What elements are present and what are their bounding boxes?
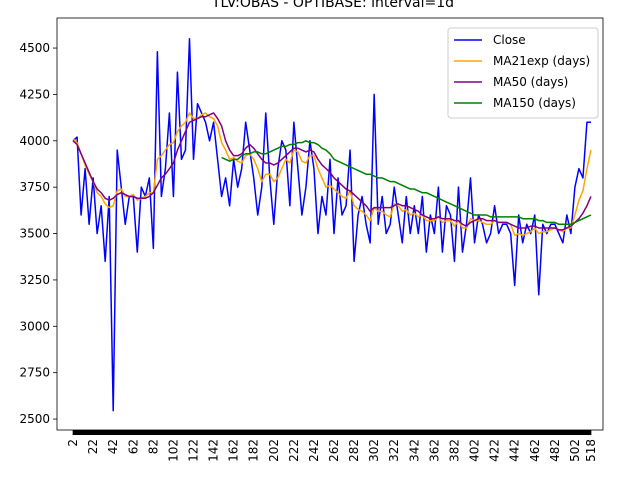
y-tick-label: 2500 bbox=[19, 412, 50, 426]
legend-box bbox=[447, 27, 599, 119]
x-tick-label: 102 bbox=[166, 439, 180, 462]
series-line bbox=[72, 112, 592, 231]
x-tick-label: 22 bbox=[86, 439, 100, 454]
y-tick-label: 3000 bbox=[19, 319, 50, 333]
y-tick-label: 3250 bbox=[19, 273, 50, 287]
x-tick-label: 362 bbox=[427, 439, 441, 462]
x-tick-label: 62 bbox=[126, 439, 140, 454]
x-tick-label: 442 bbox=[508, 439, 522, 462]
x-tick-label: 82 bbox=[146, 439, 160, 454]
legend-label: MA21exp (days) bbox=[493, 54, 590, 68]
x-tick-label: 222 bbox=[287, 439, 301, 462]
y-tick-label: 4500 bbox=[19, 41, 50, 55]
x-tick-label: 242 bbox=[307, 439, 321, 462]
x-tick-label: 142 bbox=[207, 439, 221, 462]
y-tick-label: 4000 bbox=[19, 134, 50, 148]
series-line bbox=[221, 140, 592, 226]
x-tick-label: 42 bbox=[106, 439, 120, 454]
x-tick-label: 182 bbox=[247, 439, 261, 462]
x-tick-label: 342 bbox=[407, 439, 421, 462]
x-tick-label: 262 bbox=[327, 439, 341, 462]
legend-label: MA50 (days) bbox=[493, 75, 568, 89]
x-tick-label: 382 bbox=[447, 439, 461, 462]
x-tick-label: 502 bbox=[568, 439, 582, 462]
x-tick-label: 282 bbox=[347, 439, 361, 462]
legend: Close MA21exp (days) MA50 (days) MA150 (day… bbox=[447, 27, 599, 119]
x-tick-label: 402 bbox=[468, 439, 482, 462]
chart-title: TLV:OBAS - OPTIBASE: interval=1d bbox=[211, 0, 454, 11]
y-tick-label: 4250 bbox=[19, 87, 50, 101]
x-tick-label: 202 bbox=[267, 439, 281, 462]
y-tick-label: 3500 bbox=[19, 227, 50, 241]
x-tick-label: 518 bbox=[584, 439, 598, 462]
y-tick-label: 2750 bbox=[19, 366, 50, 380]
x-tick-label: 302 bbox=[367, 439, 381, 462]
x-tick-label: 482 bbox=[548, 439, 562, 462]
minor-tick-band bbox=[73, 430, 591, 435]
y-tick-label: 3750 bbox=[19, 180, 50, 194]
x-tick-label: 2 bbox=[66, 439, 80, 447]
x-tick-label: 122 bbox=[187, 439, 201, 462]
x-tick-label: 462 bbox=[528, 439, 542, 462]
legend-label: Close bbox=[493, 33, 526, 47]
plot-frame bbox=[56, 17, 604, 431]
x-tick-label: 422 bbox=[488, 439, 502, 462]
x-tick-label: 322 bbox=[387, 439, 401, 462]
legend-label: MA150 (days) bbox=[493, 96, 576, 110]
series-line bbox=[72, 38, 591, 412]
x-tick-label: 162 bbox=[227, 439, 241, 462]
